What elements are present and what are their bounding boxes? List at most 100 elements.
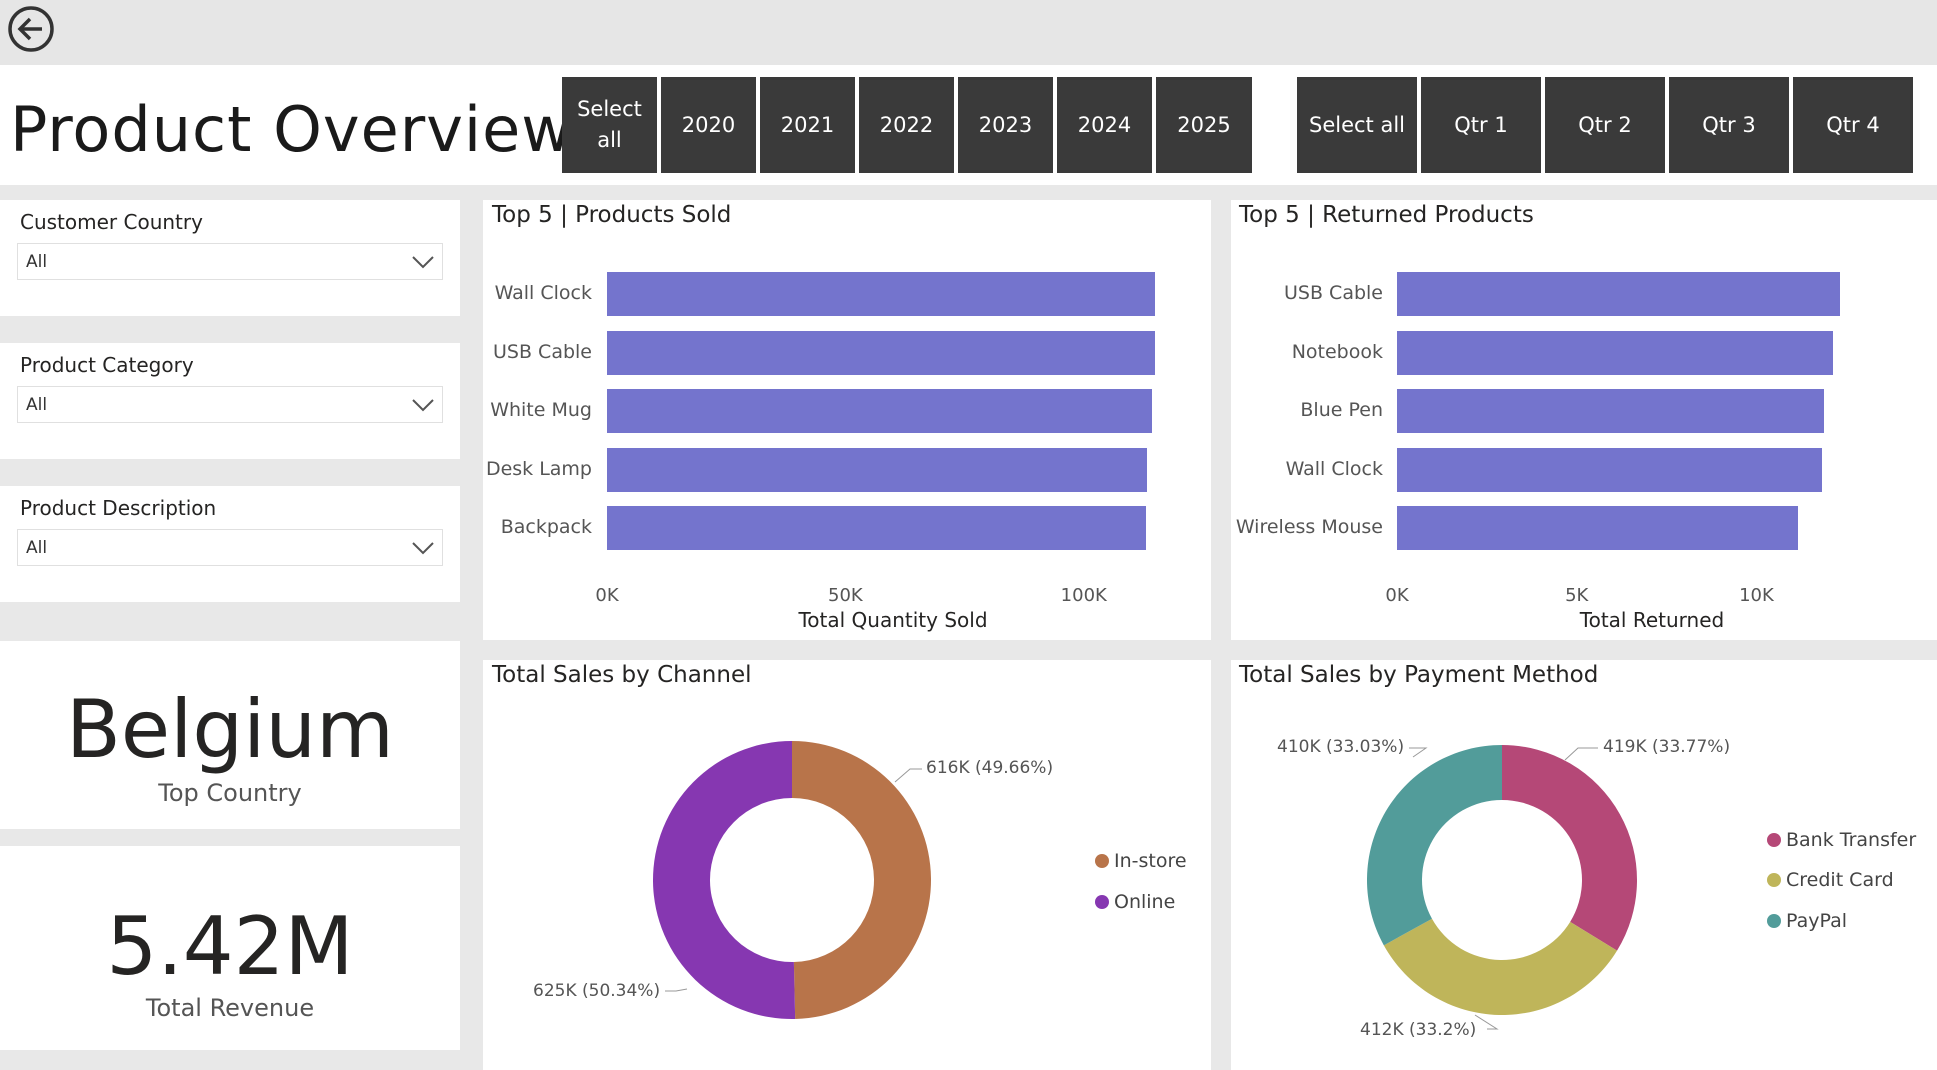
tick-label: 10K — [1739, 585, 1774, 606]
category-label: White Mug — [490, 399, 592, 421]
quarter-1-button[interactable]: Qtr 1 — [1421, 77, 1541, 173]
chevron-down-icon — [412, 542, 434, 555]
returned-products-title: Top 5 | Returned Products — [1239, 202, 1534, 228]
year-2024-label: 2024 — [1077, 112, 1132, 137]
total-revenue-card: 5.42M Total Revenue — [0, 846, 460, 1050]
chevron-down-icon — [412, 399, 434, 412]
tick-label: 100K — [1060, 585, 1107, 606]
year-2025-button[interactable]: 2025 — [1156, 77, 1252, 173]
total-revenue-value: 5.42M — [106, 900, 354, 993]
leader-line — [665, 988, 688, 992]
bar[interactable] — [1397, 447, 1823, 492]
quarter-4-button[interactable]: Qtr 4 — [1793, 77, 1913, 173]
bank-transfer-data-label: 419K (33.77%) — [1603, 737, 1731, 757]
bar[interactable] — [607, 389, 1152, 433]
bar[interactable] — [1397, 330, 1833, 375]
tick-label: 5K — [1565, 585, 1589, 606]
category-label: Desk Lamp — [485, 457, 592, 480]
dropdown-value: All — [26, 395, 48, 415]
category-label: USB Cable — [1284, 282, 1383, 304]
bar[interactable] — [607, 272, 1155, 316]
year-2021-button[interactable]: 2021 — [760, 77, 855, 173]
legend-label: Online — [1114, 891, 1176, 913]
category-label: Wall Clock — [494, 282, 592, 304]
legend-in-store[interactable]: In-store — [1095, 850, 1187, 872]
legend-swatch — [1767, 873, 1781, 887]
bar[interactable] — [607, 330, 1155, 375]
year-2021-label: 2021 — [780, 112, 835, 137]
quarter-2-label: Qtr 2 — [1578, 112, 1632, 137]
products-sold-x-axis-title: Total Quantity Sold — [798, 608, 988, 632]
year-2023-button[interactable]: 2023 — [958, 77, 1053, 173]
paypal-data-label: 410K (33.03%) — [1277, 737, 1405, 757]
filter-title: Product Description — [20, 496, 217, 520]
legend-bank-transfer[interactable]: Bank Transfer — [1767, 829, 1916, 851]
online-data-label: 625K (50.34%) — [533, 981, 661, 1001]
tick-label: 50K — [828, 585, 863, 606]
legend-swatch — [1767, 914, 1781, 928]
quarter-4-label: Qtr 4 — [1826, 112, 1880, 137]
year-select-all-label-line2: all — [597, 128, 622, 152]
year-2022-label: 2022 — [879, 112, 934, 137]
bar[interactable] — [607, 447, 1147, 492]
back-arrow-icon[interactable] — [7, 5, 55, 53]
leader-line — [1409, 747, 1428, 758]
quarter-3-label: Qtr 3 — [1702, 112, 1756, 137]
quarter-3-button[interactable]: Qtr 3 — [1669, 77, 1789, 173]
year-2023-label: 2023 — [978, 112, 1033, 137]
quarter-select-all-label: Select all — [1309, 112, 1405, 137]
product-description-dropdown[interactable]: All — [17, 529, 443, 566]
leader-line — [1474, 1014, 1499, 1030]
legend-paypal[interactable]: PayPal — [1767, 910, 1847, 932]
returned-products-x-axis-title: Total Returned — [1579, 608, 1725, 632]
donut-slice[interactable] — [1383, 918, 1618, 1016]
year-2020-button[interactable]: 2020 — [661, 77, 756, 173]
legend-label: In-store — [1114, 850, 1187, 872]
sales-by-channel-title: Total Sales by Channel — [492, 662, 752, 688]
dropdown-value: All — [26, 538, 48, 558]
bar[interactable] — [1397, 272, 1840, 316]
product-category-filter: Product Category All — [0, 343, 460, 459]
year-select-all-label: Select — [577, 97, 642, 121]
donut-slice[interactable] — [653, 741, 796, 1019]
top-country-card: Belgium Top Country — [0, 641, 460, 829]
category-label: Blue Pen — [1300, 399, 1383, 421]
year-2024-button[interactable]: 2024 — [1057, 77, 1152, 173]
quarter-2-button[interactable]: Qtr 2 — [1545, 77, 1665, 173]
legend-label: Credit Card — [1786, 869, 1894, 891]
bar[interactable] — [1397, 506, 1798, 550]
bar[interactable] — [607, 506, 1146, 550]
dropdown-value: All — [26, 252, 48, 272]
year-select-all-button[interactable]: Select all — [562, 77, 657, 173]
category-label: USB Cable — [493, 340, 592, 363]
legend-swatch — [1095, 895, 1109, 909]
donut-slice[interactable] — [1366, 745, 1502, 946]
donut-slice[interactable] — [1502, 745, 1637, 951]
product-category-dropdown[interactable]: All — [17, 386, 443, 423]
leader-line — [894, 768, 922, 783]
chevron-down-icon — [412, 256, 434, 269]
year-2022-button[interactable]: 2022 — [859, 77, 954, 173]
top-country-value: Belgium — [66, 683, 394, 776]
leader-line — [1564, 747, 1598, 761]
legend-credit-card[interactable]: Credit Card — [1767, 869, 1894, 891]
category-label: Wall Clock — [1285, 457, 1383, 480]
quarter-select-all-button[interactable]: Select all — [1297, 77, 1417, 173]
bar[interactable] — [1397, 389, 1825, 433]
tick-label: 0K — [1385, 585, 1409, 606]
filter-title: Product Category — [20, 353, 194, 377]
sales-by-payment-title: Total Sales by Payment Method — [1239, 662, 1599, 688]
category-label: Notebook — [1291, 340, 1383, 363]
donut-slice[interactable] — [792, 740, 932, 1019]
year-2020-label: 2020 — [681, 112, 736, 137]
legend-online[interactable]: Online — [1095, 891, 1175, 913]
filter-title: Customer Country — [20, 210, 203, 234]
customer-country-dropdown[interactable]: All — [17, 243, 443, 280]
total-revenue-label: Total Revenue — [145, 994, 315, 1022]
year-2025-label: 2025 — [1177, 112, 1231, 137]
tick-label: 0K — [595, 585, 619, 606]
customer-country-filter: Customer Country All — [0, 200, 460, 316]
credit-card-data-label: 412K (33.2%) — [1360, 1020, 1477, 1040]
